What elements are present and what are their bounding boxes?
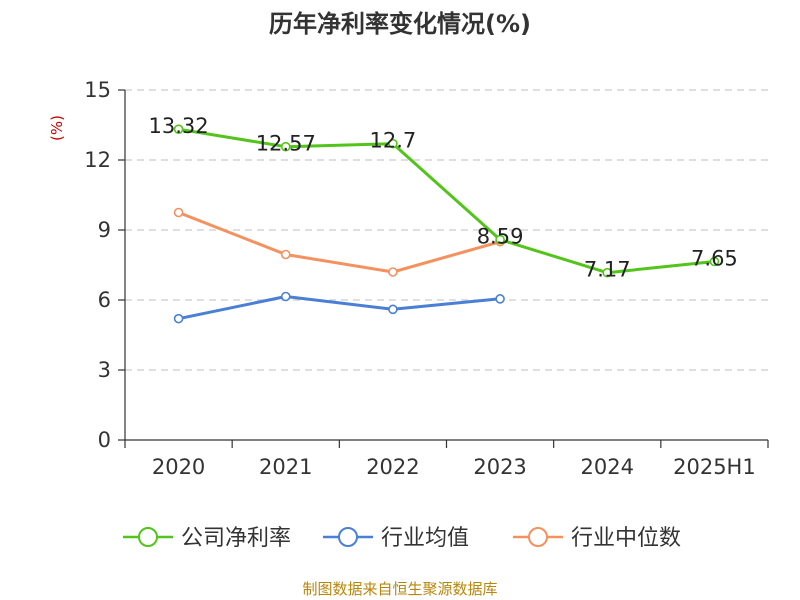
point-0-2024 (602, 267, 613, 278)
y-tick-label-6: 6 (98, 288, 111, 312)
legend-label-0: 公司净利率 (181, 526, 291, 551)
data-label-0-2022: 12.7 (370, 129, 417, 153)
point-1-2023 (495, 294, 505, 304)
x-tick-label-2021: 2021 (259, 455, 312, 479)
point-2-2020 (173, 207, 184, 218)
y-axis-unit-label: (%) (48, 115, 66, 141)
point-1-2022 (388, 304, 398, 315)
axes: 0 3 6 9 12 15 2020 2021 2022 2023 2024 2025H1 (%) (48, 78, 769, 479)
data-label-0-2024: 7.17 (584, 258, 631, 282)
series (173, 124, 720, 324)
y-tick-label-3: 3 (98, 358, 111, 382)
legend-label-1: 行业均值 (381, 526, 469, 551)
data-label-0-2025H1: 7.65 (691, 247, 738, 271)
data-label-0-2020: 13.32 (149, 114, 209, 138)
x-tick-label-2023: 2023 (473, 455, 526, 479)
series-line-1 (178, 295, 501, 321)
legend: 公司净利率 行业均值 行业中位数 (123, 526, 681, 551)
point-2-2022 (388, 267, 398, 277)
series-line-2 (178, 211, 501, 274)
point-0-2023 (495, 234, 505, 245)
data-labels: 13.32 12.57 12.7 8.59 7.17 7.65 (149, 114, 738, 282)
legend-marker-2 (528, 527, 548, 547)
point-1-2020 (173, 313, 184, 324)
x-tick-label-2024: 2024 (581, 455, 634, 479)
point-0-2021 (280, 141, 291, 152)
legend-label-2: 行业中位数 (571, 526, 681, 551)
series-line-0 (178, 127, 715, 275)
source-note: 制图数据来自恒生聚源数据库 (302, 580, 498, 598)
y-tick-label-0: 0 (98, 428, 111, 452)
x-tick-label-2020: 2020 (152, 455, 205, 479)
point-0-2025H1 (709, 256, 720, 267)
y-tick-label-12: 12 (84, 148, 111, 172)
point-0-2022 (388, 138, 398, 149)
data-label-0-2023: 8.59 (477, 225, 524, 249)
x-tick-label-2025H1: 2025H1 (673, 455, 756, 479)
chart-title: 历年净利率变化情况(%) (269, 10, 531, 38)
point-1-2021 (280, 291, 291, 302)
point-2-2021 (280, 249, 291, 260)
point-0-2020 (173, 124, 184, 134)
y-tick-label-15: 15 (84, 78, 111, 102)
legend-marker-0 (138, 527, 158, 547)
data-label-0-2021: 12.57 (256, 132, 316, 156)
legend-marker-1 (338, 527, 358, 547)
x-tick-label-2022: 2022 (366, 455, 419, 479)
y-tick-label-9: 9 (98, 218, 111, 242)
